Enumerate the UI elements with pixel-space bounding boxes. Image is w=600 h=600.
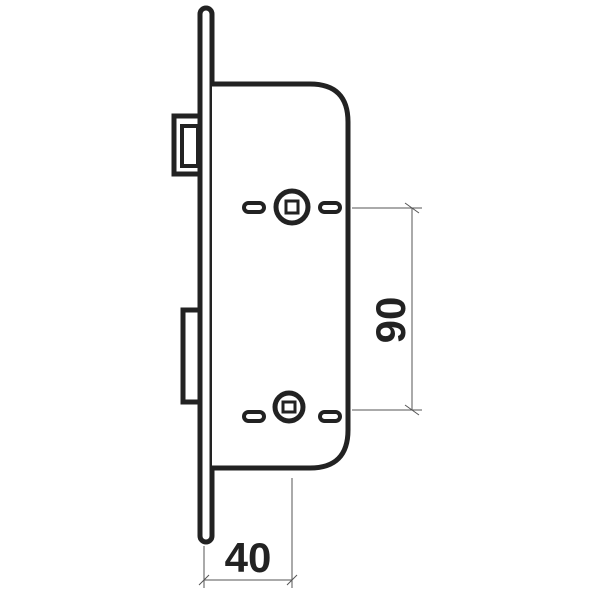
lower-cylinder-slot [281, 400, 297, 414]
lock-case [212, 81, 351, 471]
upper-left-screw-slot [242, 201, 266, 214]
dimension-90: 90 [352, 202, 422, 416]
latch-bolt-inner [180, 124, 200, 168]
dimension-40: 40 [198, 478, 298, 588]
upper-spindle-hole [242, 188, 342, 226]
tick-bottom [404, 404, 420, 416]
tick-left [198, 574, 210, 586]
lower-left-screw-slot [242, 410, 266, 423]
dead-bolt [180, 307, 203, 405]
lower-cylinder-hole [242, 390, 342, 424]
lower-right-screw-slot [318, 410, 342, 423]
faceplate [197, 5, 215, 545]
upper-right-screw-slot [318, 201, 342, 214]
tick-right [286, 574, 298, 586]
dimension-label-90: 90 [367, 297, 414, 344]
tick-top [404, 202, 420, 214]
upper-square-spindle [284, 199, 300, 215]
dimension-label-40: 40 [225, 534, 272, 581]
